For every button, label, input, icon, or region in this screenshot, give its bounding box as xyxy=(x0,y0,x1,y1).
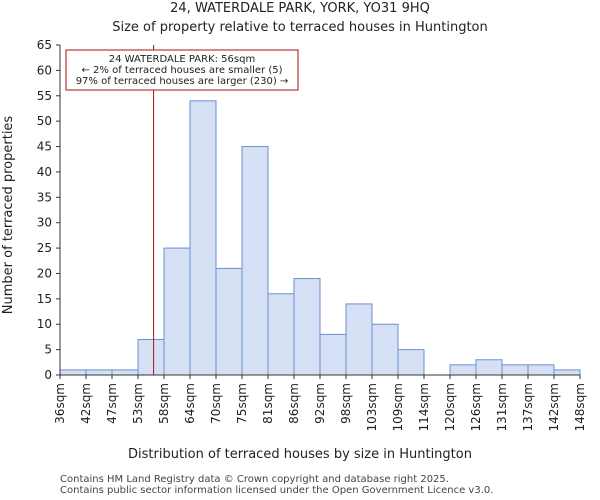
annotation-line3: 97% of terraced houses are larger (230) … xyxy=(76,76,289,87)
bar xyxy=(293,278,321,376)
x-tick-label: 47sqm xyxy=(105,383,119,424)
bar xyxy=(163,247,191,376)
bar xyxy=(215,267,243,376)
bar xyxy=(449,364,477,376)
y-tick-label: 45 xyxy=(37,140,52,154)
bar xyxy=(111,369,139,376)
x-tick-label: 53sqm xyxy=(131,383,145,424)
x-tick-label: 75sqm xyxy=(235,383,249,424)
bar xyxy=(267,293,295,376)
chart-title: 24, WATERDALE PARK, YORK, YO31 9HQ xyxy=(170,1,430,16)
x-tick-label: 109sqm xyxy=(391,383,405,431)
y-tick-label: 65 xyxy=(37,38,52,52)
x-tick-label: 114sqm xyxy=(417,383,431,431)
y-axis-label: Number of terraced properties xyxy=(1,116,16,315)
x-tick-label: 137sqm xyxy=(521,383,535,431)
annotation-frame xyxy=(65,49,299,91)
x-tick-label: 98sqm xyxy=(339,383,353,424)
x-tick-label: 131sqm xyxy=(495,383,509,431)
y-tick-label: 15 xyxy=(37,292,52,306)
y-tick-label: 35 xyxy=(37,190,52,204)
y-tick-label: 30 xyxy=(37,216,52,230)
x-tick-label: 86sqm xyxy=(287,383,301,424)
x-tick-label: 92sqm xyxy=(313,383,327,424)
x-tick-label: 148sqm xyxy=(573,383,587,431)
bar xyxy=(319,333,347,376)
bar xyxy=(475,359,503,376)
y-tick-label: 55 xyxy=(37,89,52,103)
bar xyxy=(371,323,399,376)
y-axis-ticks: 0 5 10 15 20 25 30 35 40 45 50 55 60 65 xyxy=(37,38,60,382)
y-tick-label: 25 xyxy=(37,241,52,255)
annotation-line2: ← 2% of terraced houses are smaller (5) xyxy=(82,65,283,76)
bar xyxy=(345,303,373,376)
bar xyxy=(241,146,269,376)
x-tick-label: 103sqm xyxy=(365,383,379,431)
x-tick-label: 58sqm xyxy=(157,383,171,424)
y-tick-label: 20 xyxy=(37,266,52,280)
x-tick-label: 120sqm xyxy=(443,383,457,431)
y-tick-label: 40 xyxy=(37,165,52,179)
annotation-box: 24 WATERDALE PARK: 56sqm ← 2% of terrace… xyxy=(65,49,299,91)
annotation-line1: 24 WATERDALE PARK: 56sqm xyxy=(109,54,255,65)
y-tick-label: 60 xyxy=(37,63,52,77)
bar xyxy=(189,100,217,376)
y-tick-label: 0 xyxy=(44,368,52,382)
bar xyxy=(85,369,113,376)
y-tick-label: 50 xyxy=(37,114,52,128)
footer-licence: Contains public sector information licen… xyxy=(60,485,494,496)
x-axis-label: Distribution of terraced houses by size … xyxy=(128,447,472,462)
bars xyxy=(59,100,581,376)
x-tick-label: 42sqm xyxy=(79,383,93,424)
x-tick-label: 142sqm xyxy=(547,383,561,431)
bar xyxy=(59,369,87,376)
y-tick-label: 5 xyxy=(44,343,52,357)
y-tick-label: 10 xyxy=(37,317,52,331)
x-tick-label: 64sqm xyxy=(183,383,197,424)
chart-subtitle: Size of property relative to terraced ho… xyxy=(112,20,488,35)
bar xyxy=(397,349,425,376)
x-tick-label: 36sqm xyxy=(53,383,67,424)
bar xyxy=(501,364,529,376)
bar xyxy=(137,338,165,376)
x-axis-ticks: 36sqm 42sqm 47sqm 53sqm 58sqm 64sqm 70sqm 75sqm… xyxy=(53,375,587,431)
bar xyxy=(527,364,555,376)
x-tick-label: 70sqm xyxy=(209,383,223,424)
bar xyxy=(553,369,581,376)
x-tick-label: 81sqm xyxy=(261,383,275,424)
x-tick-label: 126sqm xyxy=(469,383,483,431)
footer-copyright: Contains HM Land Registry data © Crown c… xyxy=(60,474,449,485)
